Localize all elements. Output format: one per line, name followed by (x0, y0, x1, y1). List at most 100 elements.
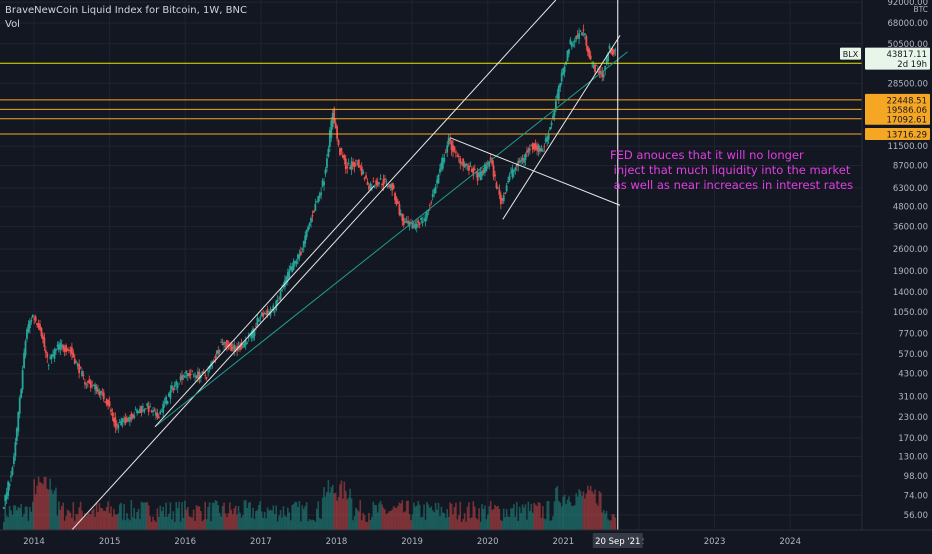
candle-body (610, 51, 612, 54)
volume-bar (558, 500, 560, 530)
candle-body (386, 186, 389, 188)
candle-body (17, 412, 20, 432)
volume-bar (107, 501, 109, 530)
volume-indicator-label[interactable]: Vol (5, 19, 20, 30)
volume-bar (168, 513, 170, 530)
candle-body (104, 401, 107, 403)
volume-bar (436, 509, 438, 530)
volume-bar (355, 507, 357, 530)
candle-body (178, 383, 181, 385)
candle-body (189, 373, 192, 375)
x-tick-label: 2020 (477, 537, 499, 547)
candle-body (340, 148, 343, 152)
candle-body (124, 417, 127, 424)
volume-bar (231, 514, 234, 530)
candle-body (369, 184, 372, 189)
volume-bar (433, 512, 435, 530)
candle-body (99, 390, 102, 395)
candle-body (259, 317, 262, 319)
candle-body (337, 140, 340, 146)
x-tick-label: 2018 (326, 537, 348, 547)
candle-body (581, 32, 583, 36)
volume-bar (573, 504, 576, 530)
volume-bar (298, 500, 301, 530)
volume-bar (431, 510, 434, 530)
candle-body (462, 158, 465, 167)
volume-bar (504, 517, 506, 530)
volume-bar (315, 508, 318, 530)
candle-body (43, 337, 46, 348)
volume-bar (530, 503, 533, 530)
volume-bar (118, 504, 121, 530)
volume-bar (120, 502, 122, 530)
x-tick-label: 2024 (779, 537, 801, 547)
volume-bar (407, 500, 409, 530)
candle-body (270, 309, 273, 311)
candle-body (195, 375, 198, 378)
candle-body (588, 48, 591, 58)
candle-body (362, 171, 365, 174)
y-tick-label: 170.00 (898, 434, 928, 444)
candle-body (578, 32, 580, 40)
volume-bar (116, 514, 118, 530)
volume-bar (139, 518, 141, 530)
volume-bar (511, 508, 514, 530)
fed-annotation[interactable]: FED anouces that it will no longer injec… (610, 148, 853, 193)
chart-title[interactable]: BraveNewCoin Liquid Index for Bitcoin, 1… (5, 5, 247, 16)
candle-body (533, 143, 536, 150)
candle-body (288, 269, 291, 278)
candle-body (569, 39, 572, 44)
volume-bar (211, 502, 214, 530)
candle-body (459, 158, 462, 164)
candle-body (582, 29, 585, 31)
candle-body (28, 321, 31, 328)
volume-bar (129, 520, 131, 530)
candle-body (394, 192, 396, 201)
volume-bar (455, 502, 457, 530)
volume-bar (185, 509, 188, 530)
candle-body (169, 390, 172, 399)
candle-body (191, 370, 194, 372)
volume-bar (534, 504, 537, 530)
candle-body (418, 223, 421, 225)
volume-bar (582, 491, 585, 530)
symbol-tag (840, 47, 861, 60)
volume-bar (584, 498, 586, 530)
volume-bar (273, 514, 276, 530)
volume-bar (126, 513, 128, 530)
volume-bar (430, 506, 433, 530)
volume-bar (208, 502, 211, 530)
candle-body (321, 180, 324, 187)
candle-body (366, 181, 369, 185)
volume-bar (611, 514, 614, 530)
volume-bar (439, 516, 441, 530)
volume-bar (21, 516, 24, 530)
volume-bar (133, 508, 136, 530)
volume-bar (595, 503, 598, 530)
candle-body (317, 196, 320, 202)
candle-body (224, 346, 227, 347)
candle-body (497, 187, 499, 189)
volume-bar (372, 501, 375, 530)
candle-body (52, 354, 54, 356)
volume-bar (269, 509, 272, 530)
candle-body (427, 210, 430, 212)
candle-body (185, 370, 188, 374)
candle-body (46, 353, 49, 358)
volume-bar (27, 520, 30, 530)
volume-bar (334, 492, 337, 530)
candle-body (127, 418, 130, 421)
level-tag-2 (865, 93, 930, 106)
candle-body (268, 311, 270, 313)
volume-bar (424, 519, 427, 530)
volume-bar (492, 509, 495, 530)
volume-bar (562, 496, 564, 530)
volume-bar (233, 508, 235, 530)
candle-body (53, 350, 56, 359)
candle-body (446, 145, 449, 153)
candle-body (389, 184, 392, 189)
candle-body (84, 382, 86, 385)
volume-bar (469, 518, 472, 530)
